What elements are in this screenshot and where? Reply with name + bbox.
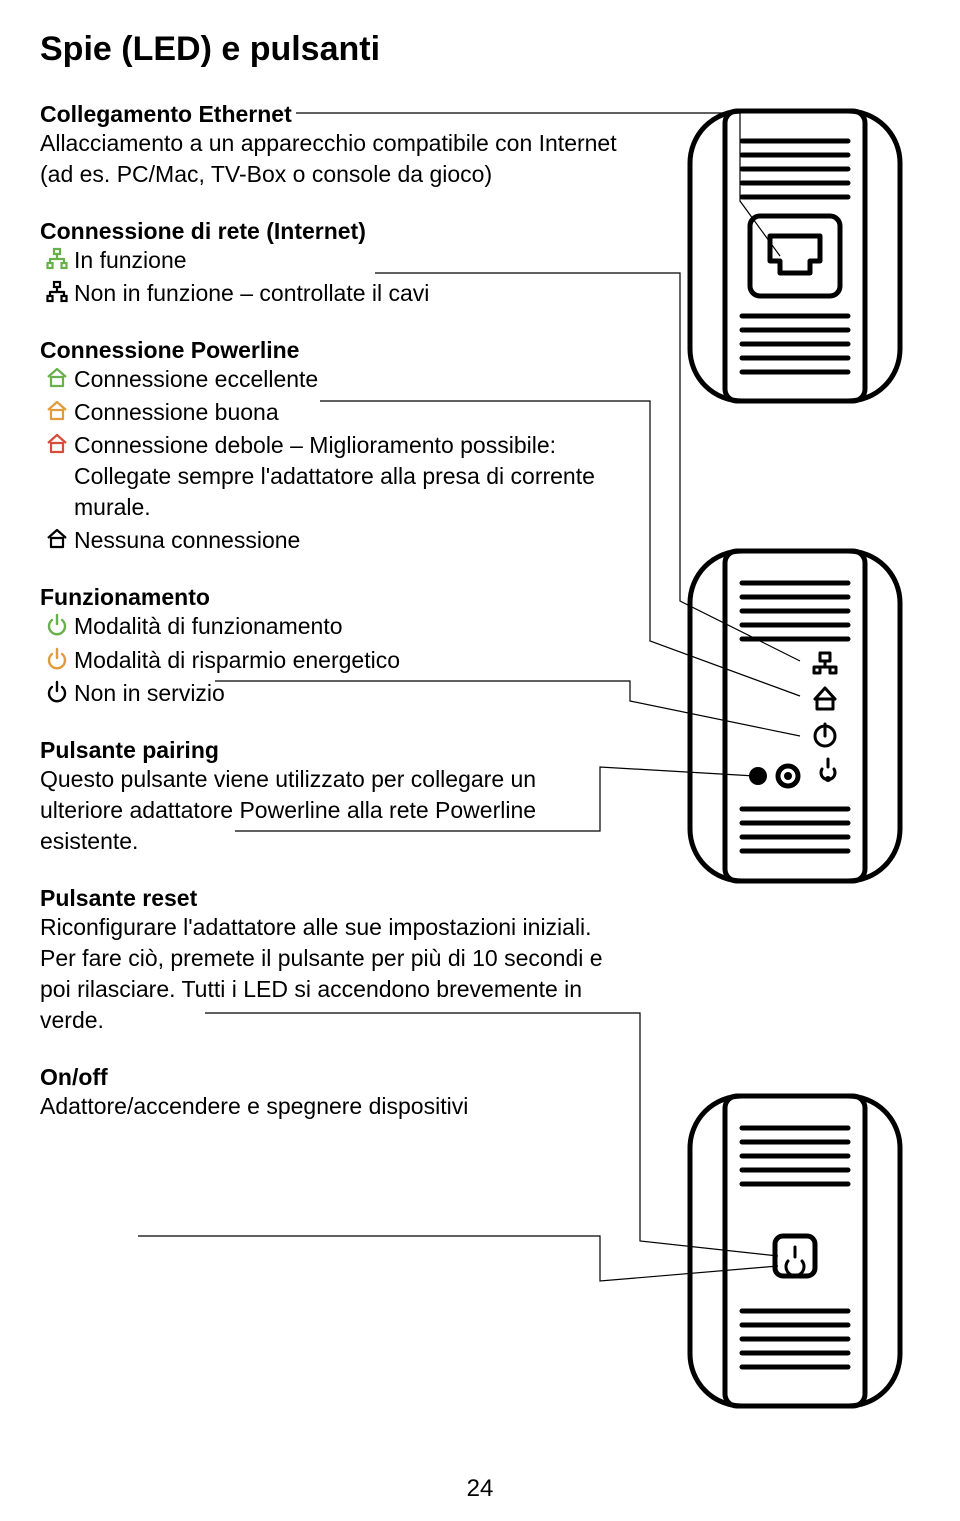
item-text: Non in funzione – controllate il cavi [74,278,620,309]
device-front-illustration [670,541,920,891]
onoff-body: Adattore/accendere e spegnere dispositiv… [40,1091,620,1122]
network-icon [45,280,69,304]
item-text: Modalità di funzionamento [74,611,620,642]
power-icon [45,613,69,637]
item-text: In funzione [74,245,620,276]
house-red [40,430,74,456]
list-item: Non in servizio [40,678,620,709]
ethernet-body: Allacciamento a un apparecchio compatibi… [40,128,620,190]
house-black [40,525,74,551]
power-green [40,611,74,637]
list-item: Connessione buona [40,397,620,428]
item-text: Connessione eccellente [74,364,620,395]
house-orange [40,397,74,423]
network-icon [45,247,69,271]
section-internet: Connessione di rete (Internet) In funzio… [40,218,620,309]
page-number: 24 [467,1475,494,1503]
reset-body: Riconfigurare l'adattatore alle sue impo… [40,912,620,1036]
section-operation: Funzionamento Modalità di funzionamento … [40,584,620,708]
network-black [40,278,74,304]
list-item: Connessione eccellente [40,364,620,395]
device-bottom-illustration [670,1086,920,1416]
section-reset: Pulsante reset Riconfigurare l'adattator… [40,885,620,1036]
list-item: Connessione debole – Miglioramento possi… [40,430,620,523]
house-green [40,364,74,390]
list-item: Nessuna connessione [40,525,620,556]
power-icon [45,647,69,671]
house-icon [45,527,69,551]
list-item: In funzione [40,245,620,276]
page-title: Spie (LED) e pulsanti [40,30,920,69]
list-item: Modalità di risparmio energetico [40,645,620,676]
section-onoff: On/off Adattore/accendere e spegnere dis… [40,1064,620,1122]
house-icon [45,399,69,423]
pairing-heading: Pulsante pairing [40,737,219,763]
ethernet-heading: Collegamento Ethernet [40,101,292,127]
item-text: Modalità di risparmio energetico [74,645,620,676]
power-orange [40,645,74,671]
section-powerline: Connessione Powerline Connessione eccell… [40,337,620,556]
item-text: Connessione buona [74,397,620,428]
powerline-heading: Connessione Powerline [40,337,299,363]
device-top-illustration [670,101,920,411]
pairing-body: Questo pulsante viene utilizzato per col… [40,764,620,857]
power-black [40,678,74,704]
item-text: Connessione debole – Miglioramento possi… [74,430,620,523]
internet-heading: Connessione di rete (Internet) [40,218,366,244]
list-item: Modalità di funzionamento [40,611,620,642]
section-ethernet: Collegamento Ethernet Allacciamento a un… [40,101,620,190]
onoff-heading: On/off [40,1064,108,1090]
house-icon [45,366,69,390]
house-icon [45,432,69,456]
section-pairing: Pulsante pairing Questo pulsante viene u… [40,737,620,857]
reset-heading: Pulsante reset [40,885,197,911]
network-green [40,245,74,271]
operation-heading: Funzionamento [40,584,210,610]
item-text: Nessuna connessione [74,525,620,556]
list-item: Non in funzione – controllate il cavi [40,278,620,309]
item-text: Non in servizio [74,678,620,709]
power-icon [45,680,69,704]
